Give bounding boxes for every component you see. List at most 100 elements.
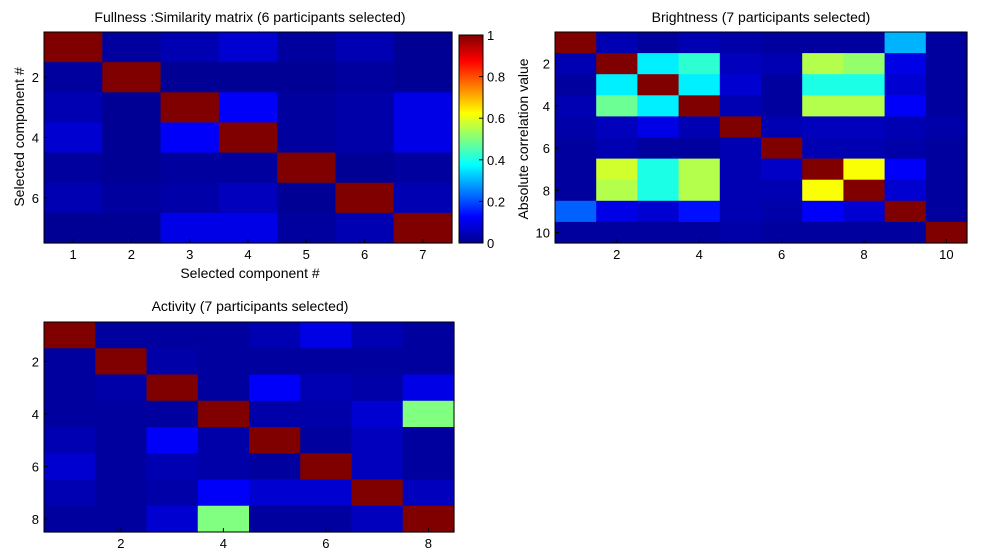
fullness-cell <box>393 92 453 124</box>
brightness-cell <box>637 179 680 202</box>
brightness-cell <box>802 53 844 75</box>
activity-title: Activity (7 participants selected) <box>152 298 349 314</box>
brightness-cell <box>802 200 844 223</box>
activity-cell <box>197 322 250 349</box>
fullness-cell <box>335 182 395 214</box>
brightness-cell <box>678 74 721 96</box>
brightness-cell <box>637 200 680 223</box>
activity-cell <box>146 374 199 402</box>
activity-cell <box>44 427 96 454</box>
activity-cell <box>300 479 353 507</box>
brightness-cell <box>678 95 721 117</box>
brightness-cell <box>678 53 721 75</box>
activity-cell <box>402 374 455 402</box>
fullness-y-tick-label: 6 <box>32 191 39 206</box>
activity-cell <box>146 479 199 507</box>
activity-x-tick-label: 2 <box>117 536 124 551</box>
brightness-cell <box>802 158 844 181</box>
brightness-cell <box>761 32 803 54</box>
brightness-cell <box>555 95 597 117</box>
brightness-cell <box>884 95 927 117</box>
brightness-cell <box>925 32 968 54</box>
brightness-cell <box>637 53 680 75</box>
brightness-cell <box>843 137 886 160</box>
brightness-cell <box>678 158 721 181</box>
fullness-cell <box>102 212 162 244</box>
activity-cell <box>300 322 353 349</box>
brightness-cell <box>555 32 597 54</box>
activity-cell <box>300 427 353 454</box>
brightness-cell <box>802 95 844 117</box>
fullness-cell <box>335 152 395 184</box>
brightness-cell <box>555 116 597 139</box>
fullness-cell <box>393 152 453 184</box>
fullness-cell <box>393 122 453 154</box>
activity-x-tick-label: 8 <box>425 536 432 551</box>
fullness-cell <box>44 62 103 93</box>
activity-cell <box>249 374 301 402</box>
fullness-cell <box>160 92 220 124</box>
activity-cell <box>95 374 148 402</box>
fullness-cell <box>393 182 453 214</box>
fullness-cell <box>160 152 220 184</box>
activity-y-tick-label: 6 <box>32 459 39 474</box>
fullness-cell <box>277 32 337 63</box>
brightness-cell <box>925 53 968 75</box>
brightness-heatmap: Brightness (7 participants selected) 2 4 6… <box>536 9 968 262</box>
brightness-cell <box>843 53 886 75</box>
brightness-cell <box>596 116 638 139</box>
brightness-x-ticks: 2 4 6 8 10 <box>613 239 954 262</box>
activity-cell <box>249 322 301 349</box>
brightness-cell <box>678 32 721 54</box>
brightness-cell <box>884 221 927 244</box>
brightness-y-tick-label: 6 <box>543 141 550 156</box>
fullness-x-tick-label: 3 <box>186 247 193 262</box>
brightness-y-ticks: 2 4 6 8 10 <box>536 57 559 240</box>
brightness-cell <box>802 74 844 96</box>
brightness-cell <box>719 200 762 223</box>
brightness-cell <box>555 74 597 96</box>
brightness-cell <box>555 221 597 244</box>
activity-cell <box>351 505 404 533</box>
fullness-cell <box>160 32 220 63</box>
activity-cell <box>351 453 404 481</box>
activity-cell <box>300 374 353 402</box>
fullness-cell <box>44 212 103 244</box>
brightness-cell <box>925 116 968 139</box>
fullness-cell <box>277 182 337 214</box>
activity-x-ticks: 2 4 6 8 <box>117 528 432 551</box>
brightness-cell <box>802 179 844 202</box>
brightness-cell <box>843 158 886 181</box>
fullness-cell <box>44 152 103 184</box>
brightness-cell <box>761 74 803 96</box>
brightness-x-tick-label: 4 <box>696 247 703 262</box>
colorbar-tick-label: 0 <box>487 236 494 251</box>
brightness-cell <box>925 95 968 117</box>
fullness-cell <box>102 122 162 154</box>
brightness-cell <box>843 221 886 244</box>
activity-plot-frame <box>43 321 455 533</box>
activity-cell <box>146 348 199 376</box>
brightness-cell <box>761 221 803 244</box>
brightness-cell <box>637 137 680 160</box>
activity-cell <box>44 374 96 402</box>
activity-cell <box>44 453 96 481</box>
brightness-cell <box>884 116 927 139</box>
fullness-cell <box>277 92 337 124</box>
brightness-x-tick-label: 2 <box>613 247 620 262</box>
activity-cell <box>146 400 199 428</box>
fullness-heatmap: Fullness :Similarity matrix (6 participa… <box>11 9 453 281</box>
fullness-y-ticks: 2 4 6 <box>32 70 48 206</box>
brightness-cell <box>637 158 680 181</box>
activity-cell <box>402 479 455 507</box>
activity-cell <box>300 348 353 376</box>
brightness-y-tick-label: 2 <box>543 57 550 72</box>
fullness-cell <box>102 182 162 214</box>
brightness-cell <box>596 221 638 244</box>
brightness-cell <box>596 95 638 117</box>
fullness-y-tick-label: 2 <box>32 70 39 85</box>
activity-cell <box>351 427 404 454</box>
brightness-cell <box>555 179 597 202</box>
fullness-cell <box>335 122 395 154</box>
fullness-y-axis-label: Selected component # <box>11 67 27 207</box>
